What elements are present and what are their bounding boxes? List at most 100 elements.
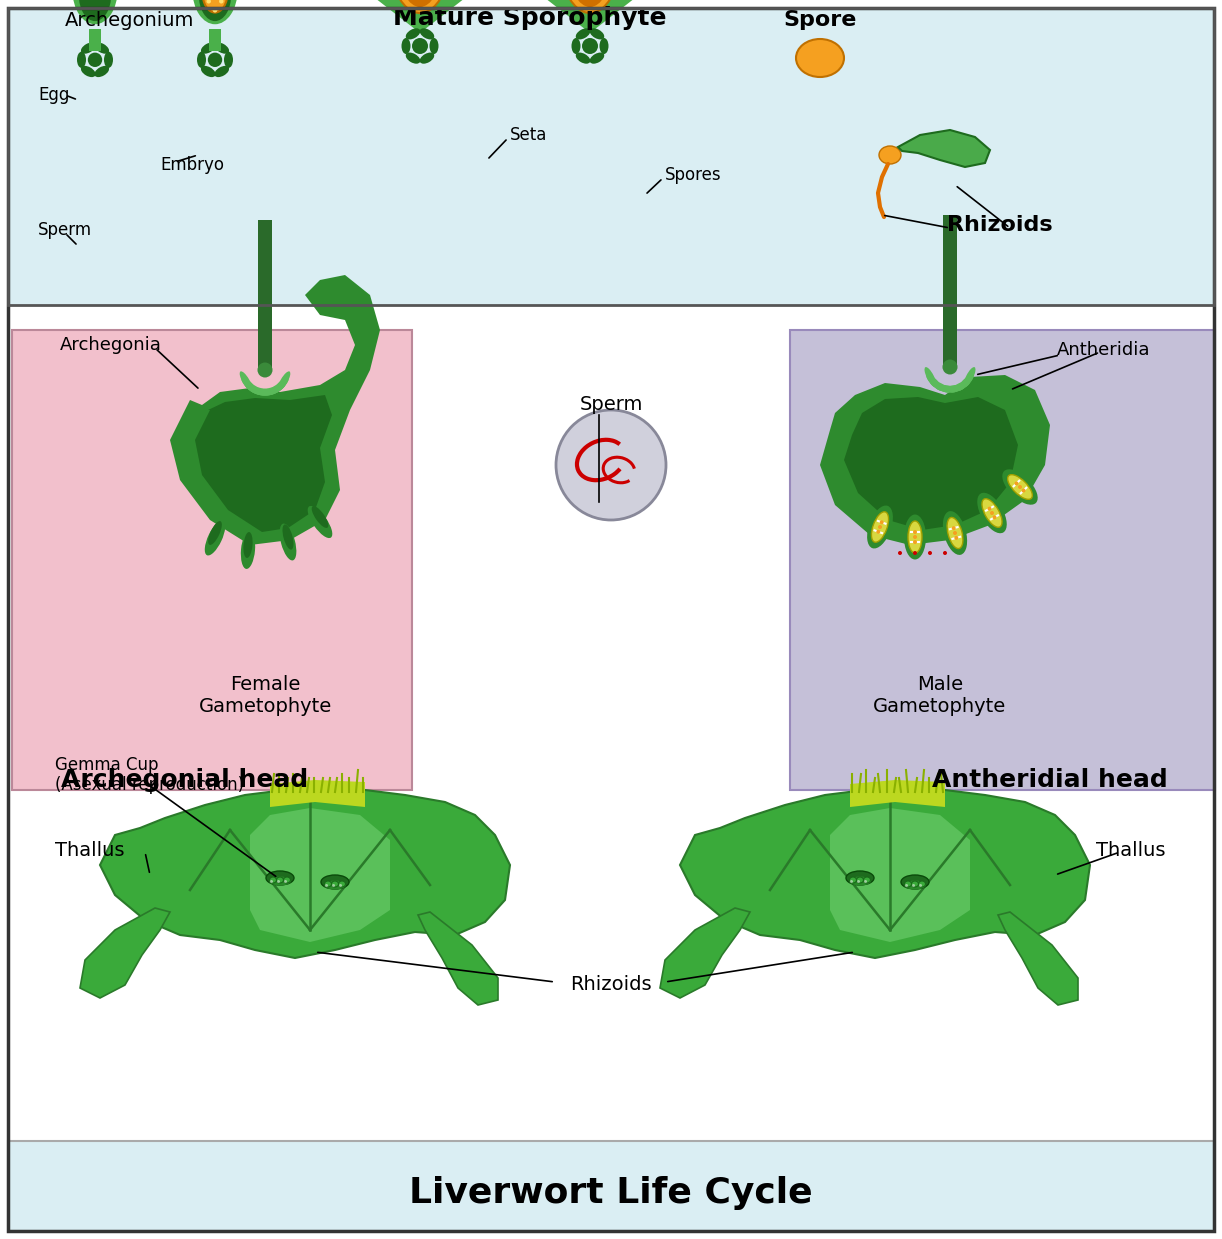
Ellipse shape bbox=[582, 38, 598, 55]
Ellipse shape bbox=[912, 883, 915, 887]
Ellipse shape bbox=[927, 551, 932, 555]
Ellipse shape bbox=[926, 374, 942, 390]
Ellipse shape bbox=[406, 52, 420, 63]
Ellipse shape bbox=[219, 0, 224, 4]
Text: Antheridial head: Antheridial head bbox=[932, 768, 1168, 792]
Ellipse shape bbox=[224, 52, 233, 68]
FancyBboxPatch shape bbox=[943, 216, 957, 367]
Ellipse shape bbox=[273, 378, 288, 394]
Text: Spore: Spore bbox=[783, 10, 857, 30]
Ellipse shape bbox=[324, 881, 346, 890]
Ellipse shape bbox=[992, 515, 996, 519]
Ellipse shape bbox=[957, 374, 974, 390]
Ellipse shape bbox=[321, 875, 349, 890]
Ellipse shape bbox=[266, 383, 286, 395]
Polygon shape bbox=[898, 130, 990, 167]
FancyBboxPatch shape bbox=[12, 330, 412, 790]
Ellipse shape bbox=[205, 520, 225, 555]
Ellipse shape bbox=[419, 28, 434, 40]
FancyBboxPatch shape bbox=[9, 7, 1213, 305]
Ellipse shape bbox=[943, 551, 947, 555]
Ellipse shape bbox=[400, 0, 441, 7]
Ellipse shape bbox=[864, 877, 870, 883]
Ellipse shape bbox=[877, 525, 882, 529]
Ellipse shape bbox=[576, 52, 590, 63]
Ellipse shape bbox=[851, 880, 853, 883]
Ellipse shape bbox=[248, 387, 270, 395]
Ellipse shape bbox=[857, 880, 860, 883]
Ellipse shape bbox=[857, 877, 864, 883]
Ellipse shape bbox=[338, 883, 342, 887]
Ellipse shape bbox=[913, 551, 916, 555]
Ellipse shape bbox=[81, 42, 95, 53]
Ellipse shape bbox=[942, 385, 964, 393]
Ellipse shape bbox=[1018, 484, 1022, 489]
Text: Archegonia: Archegonia bbox=[60, 336, 161, 354]
Ellipse shape bbox=[78, 0, 111, 21]
Ellipse shape bbox=[277, 372, 291, 390]
Ellipse shape bbox=[849, 876, 871, 886]
Ellipse shape bbox=[987, 507, 991, 510]
Ellipse shape bbox=[308, 506, 332, 538]
Ellipse shape bbox=[904, 881, 912, 887]
Text: Rhizoids: Rhizoids bbox=[947, 216, 1053, 235]
Ellipse shape bbox=[936, 385, 957, 393]
Ellipse shape bbox=[200, 66, 215, 77]
Ellipse shape bbox=[1022, 488, 1025, 493]
Polygon shape bbox=[660, 908, 750, 997]
Text: Egg: Egg bbox=[38, 85, 70, 104]
Text: Sperm: Sperm bbox=[38, 221, 92, 239]
Ellipse shape bbox=[241, 378, 258, 394]
Ellipse shape bbox=[849, 877, 857, 883]
Ellipse shape bbox=[964, 367, 975, 387]
Text: Embryo: Embryo bbox=[160, 156, 224, 173]
Ellipse shape bbox=[901, 875, 929, 890]
Ellipse shape bbox=[868, 506, 893, 549]
Ellipse shape bbox=[930, 380, 949, 393]
Polygon shape bbox=[170, 275, 380, 545]
Ellipse shape bbox=[919, 883, 923, 887]
Polygon shape bbox=[540, 0, 590, 33]
Ellipse shape bbox=[600, 38, 609, 55]
Text: Female
Gametophyte: Female Gametophyte bbox=[198, 674, 331, 715]
Ellipse shape bbox=[906, 883, 908, 887]
Ellipse shape bbox=[947, 518, 963, 549]
Ellipse shape bbox=[325, 883, 327, 887]
Polygon shape bbox=[79, 908, 170, 997]
Ellipse shape bbox=[943, 510, 967, 555]
Ellipse shape bbox=[270, 880, 273, 883]
Ellipse shape bbox=[214, 66, 229, 77]
Ellipse shape bbox=[203, 0, 227, 12]
Ellipse shape bbox=[419, 52, 434, 63]
Text: Thallus: Thallus bbox=[55, 840, 125, 860]
Ellipse shape bbox=[94, 42, 109, 53]
Ellipse shape bbox=[199, 0, 231, 21]
Ellipse shape bbox=[1008, 475, 1033, 499]
Ellipse shape bbox=[243, 532, 253, 558]
Ellipse shape bbox=[332, 883, 335, 887]
Ellipse shape bbox=[879, 146, 901, 164]
Ellipse shape bbox=[576, 28, 590, 40]
Ellipse shape bbox=[880, 520, 884, 524]
Ellipse shape bbox=[241, 532, 255, 569]
Ellipse shape bbox=[561, 0, 620, 12]
Ellipse shape bbox=[207, 0, 211, 4]
Polygon shape bbox=[100, 788, 510, 958]
Polygon shape bbox=[851, 781, 945, 807]
Ellipse shape bbox=[197, 52, 207, 68]
Ellipse shape bbox=[193, 0, 237, 25]
Ellipse shape bbox=[871, 512, 888, 543]
Polygon shape bbox=[270, 781, 365, 807]
Text: Liverwort Life Cycle: Liverwort Life Cycle bbox=[409, 1176, 813, 1211]
Ellipse shape bbox=[77, 52, 86, 68]
Ellipse shape bbox=[240, 372, 252, 390]
Ellipse shape bbox=[429, 38, 439, 55]
Ellipse shape bbox=[88, 52, 103, 67]
Ellipse shape bbox=[925, 367, 936, 387]
Text: Thallus: Thallus bbox=[1095, 840, 1165, 860]
FancyBboxPatch shape bbox=[258, 221, 273, 370]
Ellipse shape bbox=[876, 530, 880, 534]
Ellipse shape bbox=[282, 524, 293, 550]
Ellipse shape bbox=[864, 880, 866, 883]
Ellipse shape bbox=[1002, 470, 1037, 504]
